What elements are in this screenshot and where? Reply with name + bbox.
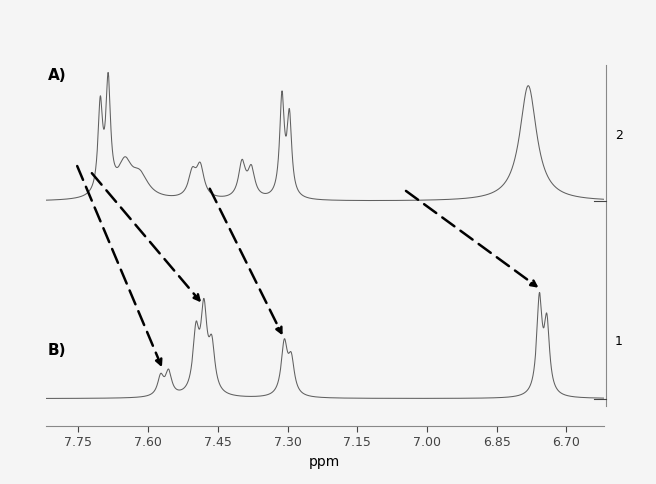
X-axis label: ppm: ppm [309,455,340,469]
Text: 2: 2 [615,129,623,142]
Text: A): A) [48,68,66,83]
Text: B): B) [48,343,66,358]
Text: 1: 1 [615,335,623,348]
